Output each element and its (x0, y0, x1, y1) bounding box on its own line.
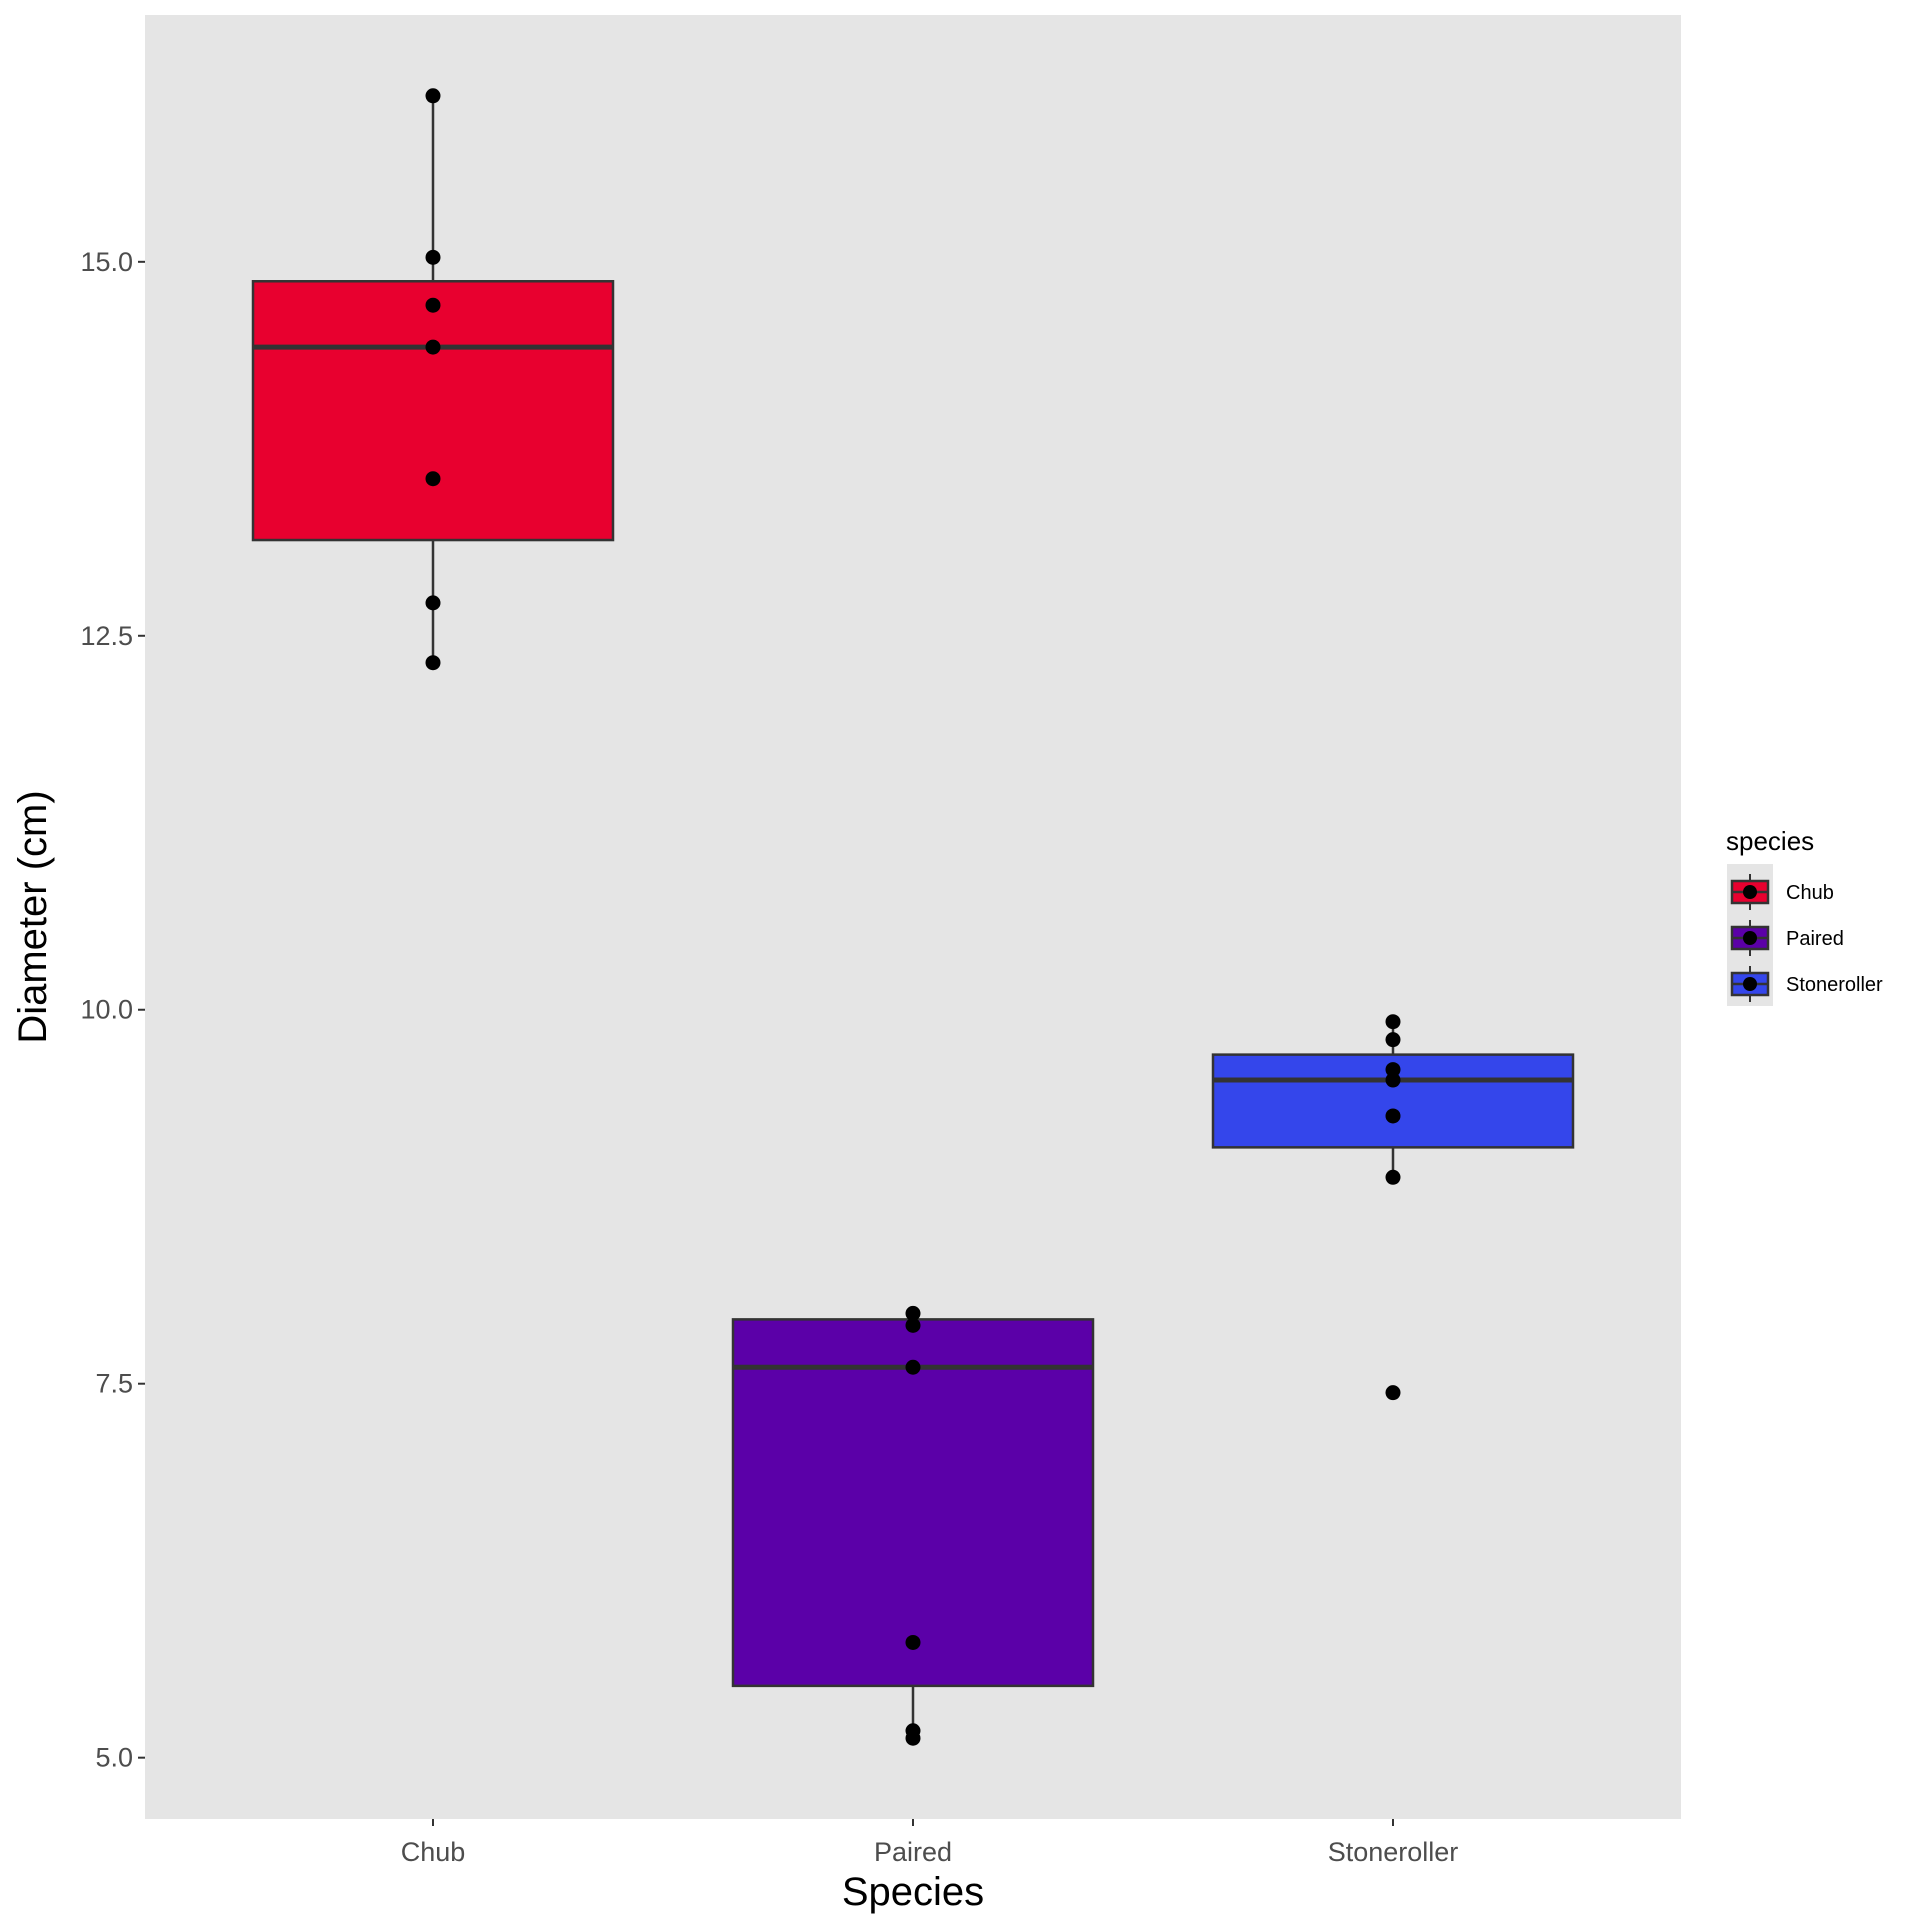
data-point (425, 471, 441, 487)
legend-label: Chub (1786, 882, 1834, 904)
box-body (251, 280, 615, 542)
box-body (1211, 1053, 1575, 1149)
data-point (1385, 1108, 1401, 1124)
data-point (1385, 1169, 1401, 1185)
data-point (1385, 1014, 1401, 1030)
legend-item-chub: Chub (1730, 874, 1834, 910)
data-point (1385, 1072, 1401, 1088)
x-tick-label: Chub (401, 1837, 466, 1867)
legend-key-point (1743, 885, 1757, 899)
legend-key-point (1743, 977, 1757, 991)
box-body (731, 1318, 1095, 1688)
legend-label: Stoneroller (1786, 974, 1883, 996)
y-tick-label: 12.5 (80, 621, 133, 651)
x-tick-label: Stoneroller (1328, 1837, 1459, 1867)
data-point (905, 1634, 921, 1650)
data-point (1385, 1032, 1401, 1048)
data-point (1385, 1385, 1401, 1401)
data-point (425, 655, 441, 671)
data-point (425, 595, 441, 611)
legend-item-paired: Paired (1730, 920, 1844, 956)
legend-title: species (1726, 826, 1814, 856)
y-tick-label: 10.0 (80, 995, 133, 1025)
data-point (425, 249, 441, 265)
box-stoneroller (1211, 1014, 1575, 1401)
data-point (425, 297, 441, 313)
data-point (425, 88, 441, 104)
y-axis-title: Diameter (cm) (11, 790, 55, 1043)
y-tick-label: 15.0 (80, 247, 133, 277)
data-point (905, 1317, 921, 1333)
data-point (425, 339, 441, 355)
data-point (905, 1730, 921, 1746)
legend-label: Paired (1786, 928, 1844, 950)
legend-item-stoneroller: Stoneroller (1730, 966, 1883, 1002)
data-point (905, 1359, 921, 1375)
legend: Chub Paired Stoneroller (1727, 864, 1883, 1006)
x-tick-label: Paired (874, 1837, 952, 1867)
y-tick-label: 7.5 (95, 1369, 133, 1399)
box-paired (731, 1305, 1095, 1746)
legend-key-point (1743, 931, 1757, 945)
data-point (1385, 1062, 1401, 1078)
box-chub (251, 88, 615, 671)
y-tick-label: 5.0 (95, 1743, 133, 1773)
x-axis-title: Species (842, 1870, 984, 1914)
data-point (905, 1305, 921, 1321)
